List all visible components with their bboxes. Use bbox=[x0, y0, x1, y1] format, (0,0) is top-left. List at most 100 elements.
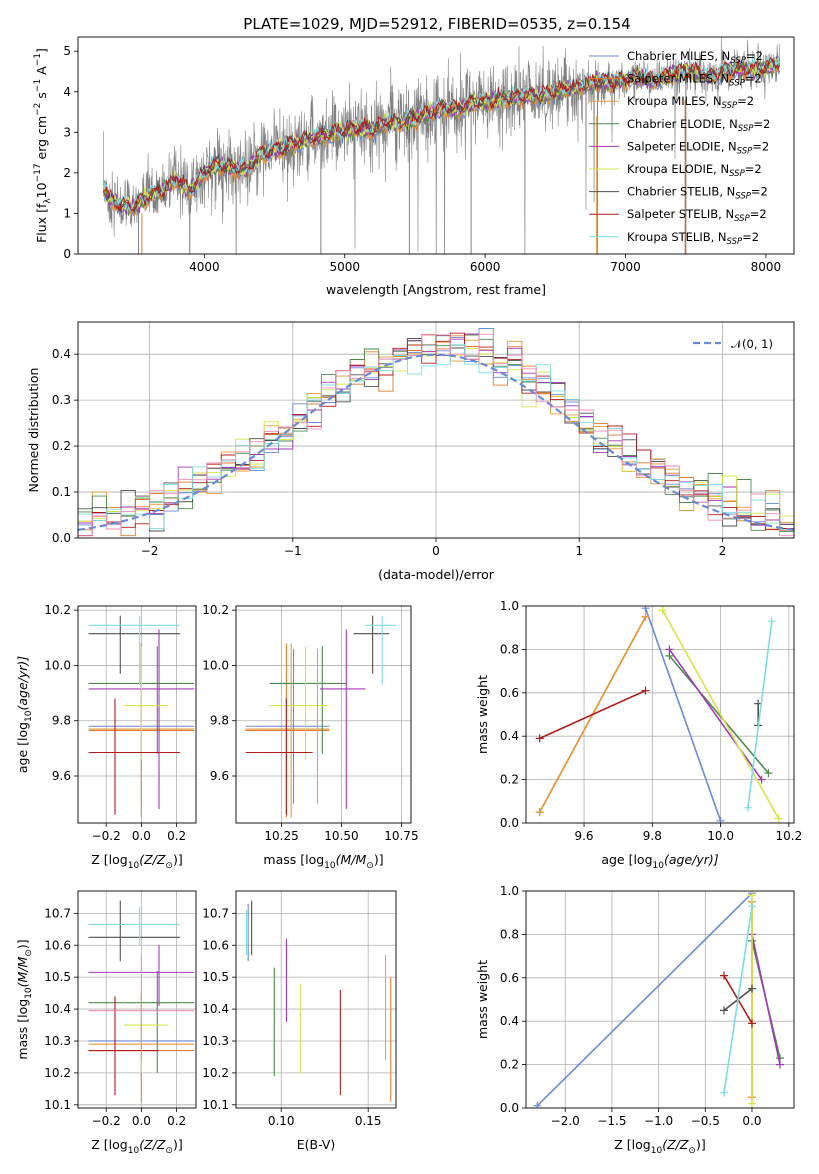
z-mass-ytick-label: 10.5 bbox=[44, 970, 71, 984]
age-weight-ytick-label: 1.0 bbox=[500, 599, 519, 613]
axes-frame bbox=[77, 321, 795, 539]
age-weight-ylabel: mass weight bbox=[475, 675, 490, 754]
z-age-point-8 bbox=[88, 615, 181, 685]
normal-curve bbox=[78, 353, 794, 531]
mass-age-point-2 bbox=[245, 643, 330, 818]
spectrum-xlabel: wavelength [Angstrom, rest frame] bbox=[326, 282, 546, 297]
residuals-ytick-label: 0.0 bbox=[52, 531, 71, 545]
age-weight-line-5 bbox=[661, 609, 780, 820]
mass-age-xtick-label: 10.25 bbox=[264, 829, 298, 843]
mass-age-point-3 bbox=[269, 646, 347, 754]
z-weight-marker-8 bbox=[719, 1088, 728, 1097]
legend-label-6: Chabrier STELIB, NSSP=2 bbox=[627, 185, 768, 202]
legend-label-5: Kroupa ELODIE, NSSP=2 bbox=[627, 162, 762, 179]
mass-age-ytick-label: 10.0 bbox=[202, 658, 229, 672]
age-weight-ytick-label: 0.4 bbox=[500, 729, 519, 743]
z-weight-ytick-label: 0.8 bbox=[500, 927, 519, 941]
z-weight-xlabel: Z [log10(Z/Z⊙)] bbox=[614, 1137, 705, 1156]
mass-age-point-7 bbox=[245, 698, 313, 815]
spectrum-model-line-7 bbox=[102, 56, 781, 212]
figure-title: PLATE=1029, MJD=52912, FIBERID=0535, z=0… bbox=[243, 15, 630, 33]
z-weight-marker-8 bbox=[747, 902, 756, 911]
spectrum-ytick-label: 0 bbox=[63, 247, 71, 261]
panel-mass-age: 10.25 10.50 10.75 9.6 9.8 10.0 10.2 mass [log10… bbox=[202, 603, 418, 871]
age-weight-marker-0 bbox=[641, 606, 650, 613]
spectrum-plot-area bbox=[102, 37, 781, 254]
z-age-ylabel: age [log10(age/yr)] bbox=[15, 656, 34, 773]
z-mass-xtick-label: 0.0 bbox=[132, 1114, 151, 1128]
mass-age-point-1 bbox=[245, 643, 330, 818]
panel-z-weight: −2.0 −1.5 −1.0 −0.5 0.0 0.0 0.2 0.4 0.6 0.8 1.0 Z [… bbox=[475, 884, 795, 1156]
z-mass-point-8 bbox=[88, 906, 181, 946]
mass-age-ytick-label: 9.8 bbox=[210, 714, 229, 728]
z-weight-xtick-label: −0.5 bbox=[691, 1114, 720, 1128]
age-weight-marker-4 bbox=[757, 775, 766, 784]
z-weight-line-4 bbox=[751, 934, 781, 1065]
ebv-mass-ytick-label: 10.7 bbox=[202, 906, 229, 920]
spectrum-xtick-label: 7000 bbox=[610, 260, 641, 274]
ebv-mass-ytick-label: 10.3 bbox=[202, 1034, 229, 1048]
z-weight-ytick-label: 1.0 bbox=[500, 884, 519, 898]
z-mass-plot-area bbox=[78, 891, 196, 1108]
axes-frame bbox=[77, 605, 197, 824]
age-weight-marker-0 bbox=[716, 816, 725, 823]
ebv-mass-xlabel: E(B-V) bbox=[297, 1137, 336, 1152]
age-weight-xlabel: age [log10(age/yr)] bbox=[601, 852, 718, 871]
z-weight-ytick-label: 0.0 bbox=[500, 1101, 519, 1115]
age-weight-line-8 bbox=[747, 621, 773, 808]
age-weight-ytick-label: 0.6 bbox=[500, 686, 519, 700]
residuals-ytick-label: 0.4 bbox=[52, 347, 71, 361]
z-mass-ytick-label: 10.7 bbox=[44, 906, 71, 920]
z-weight-marker-4 bbox=[775, 1060, 784, 1069]
z-weight-series-5 bbox=[747, 891, 756, 1108]
age-weight-marker-8 bbox=[767, 617, 776, 626]
z-weight-marker-0 bbox=[533, 1101, 542, 1108]
mass-age-xlabel: mass [log10(M/M⊙)] bbox=[263, 852, 383, 871]
age-weight-series-7 bbox=[535, 686, 650, 743]
mass-age-point-6 bbox=[353, 615, 390, 674]
panel-age-weight: 9.6 9.8 10.0 10.2 0.0 0.2 0.4 0.6 0.8 1.0 age [log… bbox=[475, 599, 802, 871]
legend-label-7: Salpeter STELIB, NSSP=2 bbox=[627, 207, 767, 224]
spectrum-ytick-label: 2 bbox=[63, 166, 71, 180]
z-mass-point-7 bbox=[88, 996, 160, 1096]
residuals-xtick-label: −2 bbox=[141, 544, 159, 558]
age-weight-series-0 bbox=[641, 606, 725, 823]
histogram-step-9 bbox=[78, 333, 794, 537]
z-mass-xtick-label: −0.2 bbox=[92, 1114, 121, 1128]
mass-age-xtick-label: 10.75 bbox=[384, 829, 418, 843]
z-weight-series-0 bbox=[533, 891, 756, 1108]
z-age-point-6 bbox=[88, 615, 181, 674]
age-weight-series-5 bbox=[658, 606, 783, 823]
age-weight-marker-5 bbox=[658, 606, 667, 615]
panel-z-age: −0.2 0.0 0.2 9.6 9.8 10.0 10.2 Z [log10(Z/Z⊙)] a… bbox=[15, 603, 197, 871]
z-mass-xlabel: Z [log10(Z/Z⊙)] bbox=[91, 1137, 182, 1156]
residuals-xtick-label: 0 bbox=[432, 544, 440, 558]
residuals-ytick-label: 0.2 bbox=[52, 439, 71, 453]
z-age-xtick-label: 0.2 bbox=[167, 829, 186, 843]
z-mass-ylabel: mass [log10(M/M⊙)] bbox=[15, 939, 34, 1059]
z-mass-ytick-label: 10.1 bbox=[44, 1098, 71, 1112]
spectrum-ytick-label: 1 bbox=[63, 206, 71, 220]
z-weight-ytick-label: 0.2 bbox=[500, 1058, 519, 1072]
mass-age-xtick-label: 10.50 bbox=[324, 829, 358, 843]
residuals-ytick-label: 0.3 bbox=[52, 393, 71, 407]
age-weight-series-3 bbox=[665, 651, 773, 778]
age-weight-marker-2 bbox=[641, 612, 650, 621]
mass-age-point-5 bbox=[269, 646, 328, 760]
legend-label-normal: 𝒩(0, 1) bbox=[731, 337, 773, 351]
age-weight-series-4 bbox=[665, 645, 766, 784]
ebv-mass-plot-area bbox=[236, 891, 396, 1108]
ebv-mass-ytick-label: 10.6 bbox=[202, 938, 229, 952]
z-weight-marker-7 bbox=[719, 971, 728, 980]
z-weight-series-4 bbox=[747, 930, 784, 1069]
residuals-xtick-label: 1 bbox=[575, 544, 583, 558]
z-age-xtick-label: −0.2 bbox=[92, 829, 121, 843]
z-age-xlabel: Z [log10(Z/Z⊙)] bbox=[91, 852, 182, 871]
z-weight-line-8 bbox=[723, 906, 753, 1093]
age-weight-marker-2 bbox=[535, 808, 544, 817]
histogram-step-6 bbox=[78, 335, 794, 532]
spectrum-xtick-label: 5000 bbox=[329, 260, 360, 274]
axes-frame bbox=[525, 890, 795, 1109]
panel-residuals: −2 −1 0 1 2 0.0 0.1 0.2 0.3 0.4 (data-model)/error… bbox=[26, 321, 795, 582]
axes-frame bbox=[525, 605, 795, 824]
